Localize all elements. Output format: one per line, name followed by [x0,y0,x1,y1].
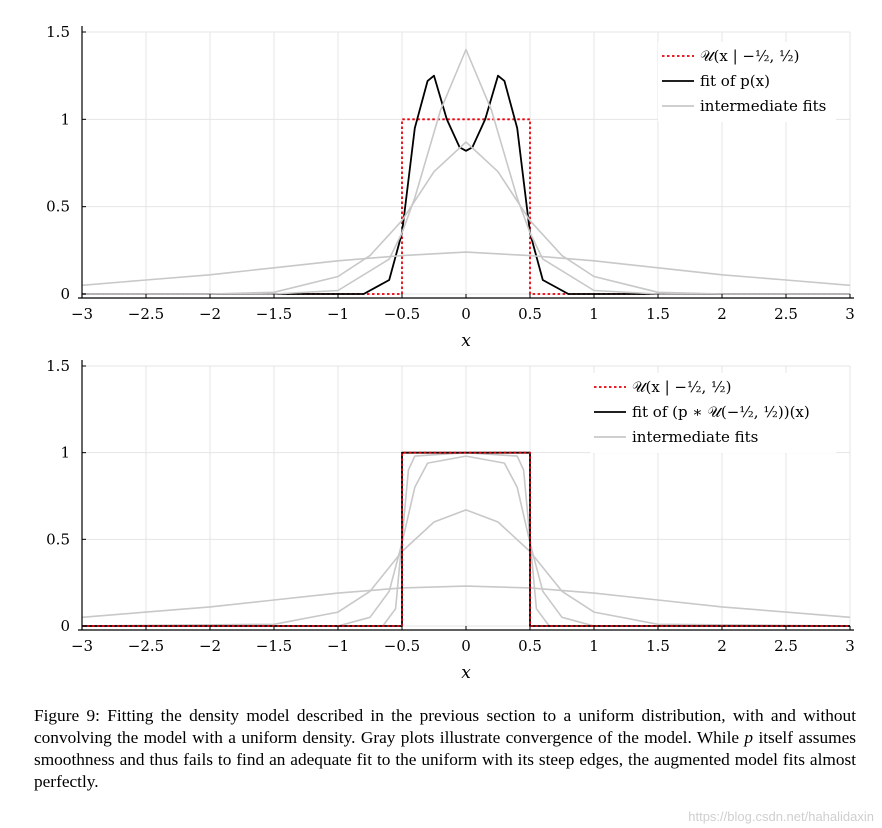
figure-caption: Figure 9: Fitting the density model desc… [34,705,856,793]
x-tick-label: −2 [199,305,221,323]
watermark-url: https://blog.csdn.net/hahalidaxin [688,809,874,824]
x-tick-label: −1.5 [256,637,292,655]
series-line [81,585,851,619]
x-tick-label: 1 [589,305,599,323]
series-line [81,251,851,287]
legend-label: 𝒰(x | −½, ½) [700,47,799,65]
x-tick-label: 1 [589,637,599,655]
caption-text-part-2: itself assumes smoothness and thus fails… [34,728,856,791]
x-tick-label: 0 [461,305,471,323]
legend-box [590,373,836,453]
x-axis-label: x [461,331,471,351]
x-tick-label: −1.5 [256,305,292,323]
x-tick-label: −1 [327,637,349,655]
x-tick-label: 2 [717,637,727,655]
x-tick-label: −2 [199,637,221,655]
x-tick-label: −2.5 [128,637,164,655]
series-line [81,509,851,627]
x-axis-label: x [461,663,471,683]
x-tick-label: −0.5 [384,305,420,323]
legend-label: 𝒰(x | −½, ½) [632,378,731,396]
series-line [82,48,850,295]
x-tick-label: 0.5 [518,305,542,323]
bottom-plot: −3 −2.5 −2 −1.5 −1 −0.5 0 0.5 1 1.5 2 2.5 3 0 0.5 1 1.5 x… [46,357,855,683]
x-tick-label: −1 [327,305,349,323]
caption-math-p: p [744,728,754,747]
x-tick-label: −3 [71,637,93,655]
x-tick-label: 2.5 [774,637,798,655]
y-tick-label: 1 [60,110,70,128]
legend-label: intermediate fits [700,97,826,115]
x-tick-label: 0 [461,637,471,655]
legend-label: intermediate fits [632,428,758,446]
caption-text-part-1: Fitting the density model described in t… [34,706,856,747]
y-tick-label: 0.5 [46,198,70,216]
y-tick-label: 0.5 [46,530,70,548]
y-tick-label: 0 [60,285,70,303]
x-tick-label: 0.5 [518,637,542,655]
x-tick-label: 3 [845,637,855,655]
caption-label: Figure 9: [34,706,100,725]
figure-plots: −3 −2.5 −2 −1.5 −1 −0.5 0 0.5 1 1.5 2 2.5 3 0 0.5 1 1.5 x… [46,23,855,683]
x-tick-label: −3 [71,305,93,323]
series-line [82,141,850,295]
series-line [82,451,850,627]
legend-label: fit of (p ∗ 𝒰(−½, ½))(x) [632,403,810,421]
x-tick-label: 1.5 [646,305,670,323]
y-tick-label: 1.5 [46,357,70,375]
x-tick-label: 2.5 [774,305,798,323]
y-tick-label: 1.5 [46,23,70,41]
top-plot: −3 −2.5 −2 −1.5 −1 −0.5 0 0.5 1 1.5 2 2.5 3 0 0.5 1 1.5 x… [46,23,855,351]
x-tick-label: 3 [845,305,855,323]
y-tick-label: 1 [60,444,70,462]
x-tick-label: 2 [717,305,727,323]
x-tick-label: 1.5 [646,637,670,655]
x-tick-label: −0.5 [384,637,420,655]
legend-label: fit of p(x) [700,72,770,90]
series-line [82,455,850,627]
x-tick-label: −2.5 [128,305,164,323]
y-tick-label: 0 [60,617,70,635]
